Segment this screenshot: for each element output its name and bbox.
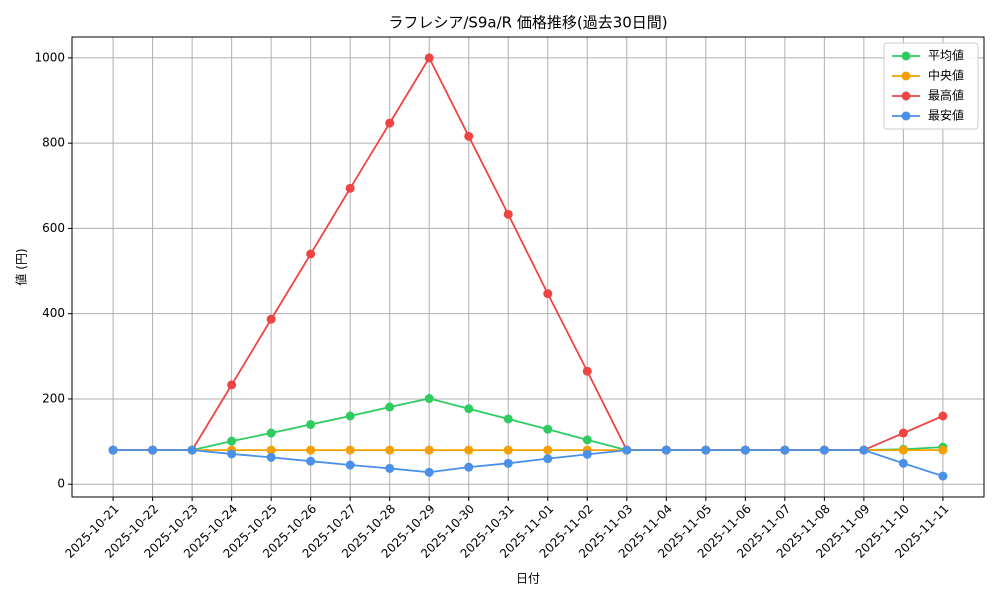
marker [385, 463, 395, 473]
legend-label: 平均値 [928, 48, 964, 63]
marker [108, 445, 118, 455]
marker [345, 183, 355, 193]
marker [306, 445, 316, 455]
marker [424, 467, 434, 477]
marker [266, 428, 276, 438]
series-line [113, 56, 944, 452]
legend-marker [901, 111, 911, 121]
marker [227, 436, 237, 446]
series-line [113, 397, 943, 452]
marker [464, 445, 474, 455]
marker [622, 445, 632, 455]
marker [464, 462, 474, 472]
marker [345, 411, 355, 421]
marker [187, 445, 197, 455]
chart-title: ラフレシア/S9a/R 価格推移(過去30日間) [388, 14, 667, 32]
y-tick-label: 800 [42, 136, 65, 150]
marker [345, 445, 355, 455]
marker [780, 445, 790, 455]
marker [543, 289, 553, 299]
x-axis-label: 日付 [516, 572, 540, 586]
marker [661, 445, 671, 455]
marker [898, 458, 908, 468]
marker [543, 454, 553, 464]
marker [227, 380, 237, 390]
marker [227, 449, 237, 459]
y-tick-label: 200 [42, 391, 65, 405]
marker [543, 445, 553, 455]
marker [582, 366, 592, 376]
y-tick-label: 0 [57, 477, 65, 491]
marker [385, 118, 395, 128]
marker [385, 402, 395, 412]
y-axis-label: 値 (円) [14, 248, 29, 285]
series-line [113, 449, 944, 477]
marker [503, 458, 513, 468]
marker [266, 445, 276, 455]
y-tick-label: 1000 [34, 50, 65, 64]
y-tick-label: 600 [42, 221, 65, 235]
legend-label: 中央値 [928, 68, 964, 83]
marker [503, 414, 513, 424]
marker [306, 420, 316, 430]
marker [582, 449, 592, 459]
legend-label: 最高値 [928, 88, 964, 103]
legend-box [883, 42, 979, 130]
marker [424, 394, 434, 404]
marker [306, 456, 316, 466]
marker [898, 428, 908, 438]
marker [938, 445, 948, 455]
marker [464, 404, 474, 414]
marker [424, 53, 434, 63]
legend-marker [901, 91, 911, 101]
marker [266, 314, 276, 324]
plot-frame [71, 36, 985, 498]
marker [424, 445, 434, 455]
marker [938, 411, 948, 421]
marker [582, 435, 592, 445]
marker [385, 445, 395, 455]
legend-marker [901, 51, 911, 61]
marker [345, 460, 355, 470]
marker [859, 445, 869, 455]
marker [464, 131, 474, 141]
legend-label: 最安値 [928, 108, 964, 123]
marker [819, 445, 829, 455]
y-tick-label: 400 [42, 306, 65, 320]
marker [266, 452, 276, 462]
marker [701, 445, 711, 455]
marker [148, 445, 158, 455]
marker [503, 445, 513, 455]
marker [503, 209, 513, 219]
marker [543, 424, 553, 434]
marker [898, 445, 908, 455]
marker [938, 471, 948, 481]
marker [306, 249, 316, 259]
marker [740, 445, 750, 455]
legend-marker [901, 71, 911, 81]
